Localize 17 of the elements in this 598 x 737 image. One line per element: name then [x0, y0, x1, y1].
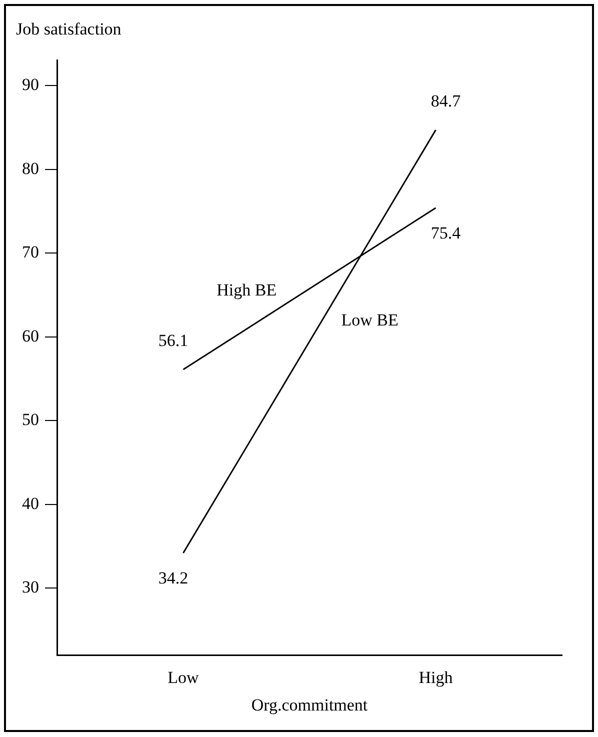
y-tick-label: 50 — [22, 410, 39, 430]
x-tick-label: High — [418, 668, 454, 687]
y-tick-label: 90 — [22, 75, 39, 94]
y-tick-label: 60 — [22, 326, 39, 346]
data-label: 34.2 — [158, 568, 188, 588]
y-axis-title: Job satisfaction — [16, 20, 122, 39]
x-tick-label: Low — [168, 668, 200, 687]
series-label: Low BE — [341, 310, 398, 330]
x-axis-title: Org.commitment — [251, 695, 368, 714]
y-tick-label: 30 — [22, 578, 39, 597]
y-tick-label: 70 — [22, 242, 39, 262]
y-tick-label: 80 — [22, 158, 39, 178]
y-tick-label: 40 — [22, 494, 39, 513]
data-label: 75.4 — [430, 223, 462, 242]
series-label: High BE — [216, 280, 277, 300]
data-label: 56.1 — [158, 330, 188, 350]
data-label: 84.7 — [430, 91, 462, 110]
